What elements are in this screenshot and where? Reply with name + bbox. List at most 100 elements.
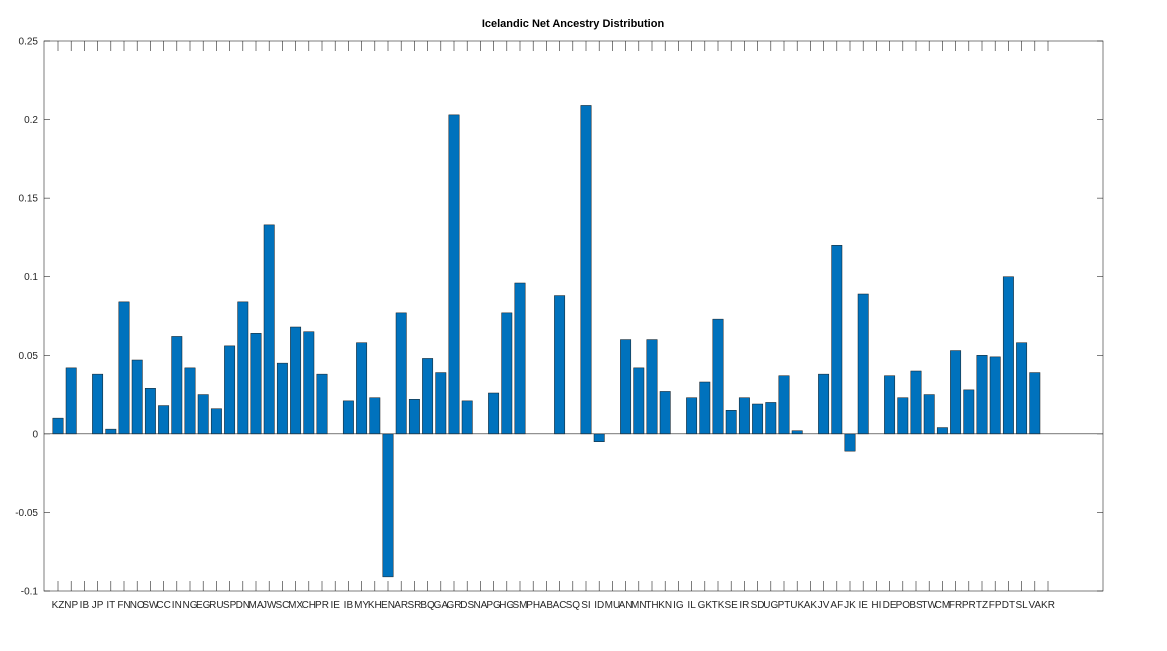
- bar: [818, 373, 830, 435]
- x-tick-label: MY: [354, 600, 369, 611]
- x-tick-label: PH: [526, 600, 540, 611]
- plot-area: [43, 40, 1104, 592]
- x-tick-label: BS: [909, 600, 923, 611]
- bar: [171, 336, 183, 435]
- bar: [725, 410, 737, 435]
- x-tick-label: SW: [142, 600, 159, 611]
- x-tick-label: KR: [1041, 600, 1055, 611]
- bar: [276, 362, 288, 435]
- x-tick-label: MA: [249, 600, 264, 611]
- x-tick-label: SD: [751, 600, 765, 611]
- y-tick-label: 0.15: [19, 194, 39, 205]
- x-tick-label: GK: [698, 600, 713, 611]
- bars-group: [52, 105, 1041, 578]
- x-tick-label: TH: [645, 600, 658, 611]
- bar: [105, 428, 117, 435]
- bar: [263, 224, 275, 435]
- x-tick-label: TK: [712, 600, 725, 611]
- x-tick-label: HG: [499, 600, 514, 611]
- x-tick-label: SL: [1015, 600, 1028, 611]
- x-tick-label: AB: [540, 600, 554, 611]
- x-tick-label: NA: [473, 600, 487, 611]
- x-tick-label: VA: [1028, 600, 1041, 611]
- x-tick-label: DS: [460, 600, 474, 611]
- x-tick-label: CC: [156, 600, 170, 611]
- bar: [1016, 342, 1028, 435]
- bar: [554, 295, 566, 435]
- bar: [342, 400, 354, 435]
- x-tick-label: PR: [962, 600, 976, 611]
- bar: [791, 430, 803, 435]
- bar: [646, 339, 658, 435]
- x-tick-label: AN: [619, 600, 633, 611]
- x-tick-label: JK: [844, 600, 856, 611]
- x-tick-label: BQ: [420, 600, 435, 611]
- bar: [92, 373, 104, 435]
- bar: [52, 417, 64, 435]
- bar: [488, 392, 500, 435]
- x-tick-label: PR: [315, 600, 329, 611]
- x-tick-label: SR: [407, 600, 421, 611]
- bar: [752, 403, 764, 435]
- bar: [501, 312, 513, 435]
- bar: [184, 367, 196, 435]
- x-tick-label: FR: [949, 600, 962, 611]
- bar: [976, 355, 988, 435]
- x-tick-label: IB: [344, 600, 354, 611]
- bar: [897, 397, 909, 435]
- bar: [699, 381, 711, 435]
- bar: [963, 389, 975, 435]
- x-tick-label: KH: [368, 600, 382, 611]
- x-tick-label: FP: [989, 600, 1002, 611]
- bar: [765, 402, 777, 435]
- bar: [738, 397, 750, 435]
- bar: [65, 367, 77, 435]
- x-tick-label: NO: [130, 600, 145, 611]
- bar: [158, 405, 170, 435]
- x-tick-label: GA: [434, 600, 449, 611]
- x-tick-label: IN: [172, 600, 182, 611]
- bar: [131, 359, 143, 435]
- x-tick-label: TW: [921, 600, 937, 611]
- y-tick-label: -0.1: [21, 587, 39, 598]
- bar: [448, 114, 460, 435]
- x-tick-label: EN: [381, 600, 395, 611]
- x-tick-label: MX: [288, 600, 303, 611]
- bar: [633, 367, 645, 435]
- x-tick-label: PT: [778, 600, 791, 611]
- bar: [514, 282, 526, 435]
- bar: [659, 391, 671, 435]
- x-tick-label: JP: [92, 600, 104, 611]
- bar: [144, 388, 156, 435]
- x-tick-label: JV: [818, 600, 830, 611]
- x-tick-label: CH: [302, 600, 316, 611]
- x-tick-label: IB: [80, 600, 90, 611]
- x-tick-label: IT: [106, 600, 115, 611]
- x-tick-label: EG: [196, 600, 211, 611]
- bar: [118, 301, 130, 435]
- x-tick-label: CM: [935, 600, 951, 611]
- bar: [1002, 276, 1014, 435]
- x-tick-label: IG: [673, 600, 684, 611]
- bar: [593, 433, 605, 442]
- x-tick-label: IE: [858, 600, 868, 611]
- y-tick-labels: -0.1 -0.05 0 0.05 0.1 0.15 0.2 0.25: [15, 37, 38, 598]
- x-tick-label: NP: [64, 600, 78, 611]
- bar: [923, 394, 935, 435]
- x-tick-label: HI: [871, 600, 881, 611]
- bar: [461, 400, 473, 435]
- x-tick-label: RU: [209, 600, 223, 611]
- bar: [989, 356, 1001, 435]
- bar: [369, 397, 381, 435]
- x-tick-label: KZ: [52, 600, 65, 611]
- x-tick-label: NG: [183, 600, 198, 611]
- bar: [303, 331, 315, 435]
- x-tick-label: AC: [553, 600, 567, 611]
- x-tick-label: PO: [896, 600, 911, 611]
- x-tick-label: SE: [725, 600, 739, 611]
- bar: [686, 397, 698, 435]
- bar: [620, 339, 632, 435]
- x-tick-label: UG: [763, 600, 778, 611]
